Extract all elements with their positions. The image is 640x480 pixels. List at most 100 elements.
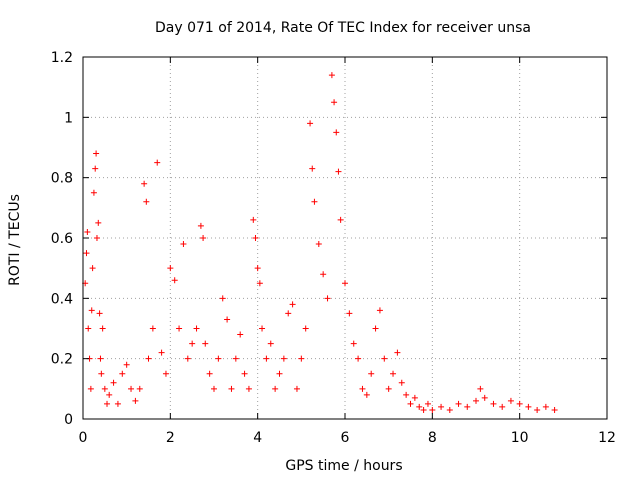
data-point (83, 250, 90, 257)
data-point (276, 370, 283, 377)
data-point (298, 355, 305, 362)
data-point (424, 400, 431, 407)
data-point (123, 361, 130, 368)
data-point (473, 397, 479, 404)
data-point (407, 400, 414, 407)
y-axis-label: ROTI / TECUs (7, 194, 23, 286)
data-point (87, 385, 94, 392)
data-point (477, 385, 484, 392)
data-point (394, 349, 401, 356)
data-point (202, 340, 209, 347)
data-point (189, 340, 196, 347)
data-point (171, 277, 178, 284)
data-point (335, 168, 342, 175)
y-tick-label: 0.4 (51, 291, 73, 307)
data-point (333, 129, 340, 136)
data-point (88, 307, 95, 314)
data-point (525, 403, 532, 410)
chart-title: Day 071 of 2014, Rate Of TEC Index for r… (155, 20, 531, 36)
data-point (99, 325, 106, 332)
data-point (342, 280, 348, 287)
data-point (162, 370, 169, 377)
data-point (403, 391, 410, 398)
x-axis-label: GPS time / hours (285, 458, 402, 474)
y-tick-label: 0.2 (51, 352, 73, 368)
data-point (263, 355, 270, 362)
data-point (176, 325, 183, 332)
data-point (355, 355, 362, 362)
data-point (149, 325, 156, 332)
data-point (84, 228, 91, 235)
data-point (219, 295, 226, 302)
data-point (211, 385, 217, 392)
data-point (104, 400, 111, 407)
y-tick-label: 1.2 (51, 50, 73, 66)
data-point (309, 165, 316, 172)
x-tick-label: 6 (341, 430, 350, 446)
data-point (215, 355, 222, 362)
data-point (328, 72, 335, 79)
data-point (490, 400, 497, 407)
data-point (302, 325, 309, 332)
data-point (252, 235, 259, 241)
axis-ticks (82, 56, 608, 420)
data-point (350, 340, 357, 347)
data-point (206, 370, 213, 377)
data-point (119, 370, 126, 377)
data-point (141, 180, 148, 187)
data-point (331, 99, 338, 106)
data-point (376, 307, 383, 314)
y-tick-label: 0 (64, 412, 73, 428)
data-point (429, 406, 436, 413)
data-point (232, 355, 239, 362)
data-point (250, 216, 257, 223)
data-point (259, 325, 266, 332)
grid (83, 57, 607, 419)
data-point (197, 222, 204, 229)
y-tick-label: 0.8 (51, 171, 73, 187)
data-point (101, 385, 108, 392)
data-point (136, 385, 143, 392)
data-point (411, 394, 418, 401)
data-point (241, 370, 248, 377)
data-point (272, 385, 279, 392)
data-point (267, 340, 274, 347)
data-point (106, 391, 113, 398)
data-point (499, 403, 506, 410)
data-point (256, 280, 263, 287)
x-tick-label: 2 (166, 430, 175, 446)
y-tick-label: 0.6 (51, 231, 73, 247)
x-tick-label: 0 (79, 430, 88, 446)
data-point (200, 235, 207, 241)
data-point (285, 310, 292, 317)
data-point (516, 400, 523, 407)
data-point (507, 397, 514, 404)
x-tick-labels: 0 2 4 6 8 10 12 (79, 430, 616, 446)
data-point (311, 198, 318, 205)
data-point (158, 349, 165, 356)
data-point (446, 406, 453, 413)
data-point (132, 397, 139, 404)
data-point (293, 385, 300, 392)
data-point (542, 403, 549, 410)
x-tick-label: 4 (253, 430, 262, 446)
data-point (416, 403, 423, 410)
data-point (167, 265, 174, 272)
data-point (90, 189, 97, 196)
data-point (193, 325, 200, 332)
data-point (534, 406, 541, 413)
data-point (438, 403, 445, 410)
data-point (180, 241, 187, 248)
data-point (89, 265, 96, 272)
data-points (82, 72, 558, 413)
data-point (289, 301, 296, 308)
data-point (324, 295, 331, 302)
data-point (145, 355, 152, 362)
data-point (390, 370, 397, 377)
data-point (385, 385, 392, 392)
data-point (95, 219, 102, 226)
data-point (363, 391, 370, 398)
data-point (455, 400, 462, 407)
data-point (346, 310, 353, 317)
